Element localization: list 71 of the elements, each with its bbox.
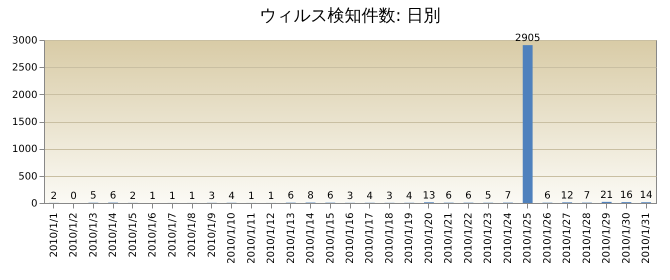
data-label: 4 <box>406 190 412 202</box>
data-label: 5 <box>485 190 492 202</box>
data-label: 6 <box>446 190 452 202</box>
data-label: 1 <box>149 190 156 202</box>
x-tick-label: 2010/1/12 <box>266 212 278 264</box>
data-label: 1 <box>188 190 196 202</box>
data-label: 4 <box>366 190 373 202</box>
data-label: 4 <box>228 190 235 202</box>
x-tick-label: 2010/1/11 <box>246 212 258 264</box>
x-tick-label: 2010/1/3 <box>88 212 100 258</box>
x-tick-label: 2010/1/31 <box>641 212 652 264</box>
data-label: 5 <box>90 190 97 202</box>
x-tick-label: 2010/1/2 <box>68 212 80 258</box>
chart-title: ウィルス検知件数: 日別 <box>259 6 441 26</box>
data-label: 6 <box>110 190 116 202</box>
x-tick-label: 2010/1/22 <box>463 212 474 264</box>
x-tick-label: 2010/1/15 <box>325 212 336 264</box>
data-label: 13 <box>422 190 436 202</box>
y-tick-label: 2000 <box>12 90 38 101</box>
data-label: 1 <box>248 190 254 202</box>
x-tick-label: 2010/1/30 <box>621 212 632 264</box>
data-label: 6 <box>327 190 334 202</box>
data-label: 7 <box>504 190 512 202</box>
data-label: 3 <box>346 190 354 202</box>
x-tick-label: 2010/1/19 <box>404 212 416 264</box>
data-label: 7 <box>584 190 590 202</box>
y-tick-label: 1500 <box>12 117 38 128</box>
x-tick-label: 2010/1/6 <box>148 212 159 258</box>
y-tick-label: 500 <box>18 171 38 182</box>
data-label: 8 <box>307 190 314 202</box>
data-label: 21 <box>600 190 614 201</box>
x-tick-label: 2010/1/21 <box>444 212 455 264</box>
x-tick-label: 2010/1/4 <box>108 212 120 258</box>
x-tick-label: 2010/1/14 <box>306 212 317 264</box>
data-label: 2905 <box>514 33 540 44</box>
y-tick-label: 0 <box>31 198 38 210</box>
data-label: 1 <box>169 190 176 202</box>
data-label: 3 <box>208 190 215 202</box>
x-tick-label: 2010/1/26 <box>542 212 554 264</box>
data-label: 3 <box>386 190 393 202</box>
x-tick-label: 2010/1/7 <box>167 212 178 258</box>
x-tick-label: 2010/1/5 <box>128 212 139 258</box>
x-tick-label: 2010/1/24 <box>502 212 514 264</box>
data-label: 6 <box>288 190 294 202</box>
data-label: 0 <box>70 191 77 202</box>
x-tick-label: 2010/1/29 <box>602 212 613 264</box>
bar <box>522 45 533 203</box>
x-tick-label: 2010/1/18 <box>384 212 396 264</box>
y-tick-label: 1000 <box>12 144 38 156</box>
data-label: 16 <box>620 190 633 202</box>
x-tick-label: 2010/1/27 <box>562 212 574 264</box>
x-tick-label: 2010/1/20 <box>424 212 435 264</box>
y-tick-label: 2500 <box>12 62 38 74</box>
x-tick-label: 2010/1/17 <box>364 212 376 264</box>
x-tick-label: 2010/1/25 <box>522 212 534 264</box>
x-tick-label: 2010/1/9 <box>206 212 218 258</box>
x-tick-label: 2010/1/10 <box>226 212 238 264</box>
x-tick-label: 2010/1/13 <box>286 212 297 264</box>
x-tick-label: 2010/1/16 <box>345 212 356 264</box>
data-label: 2 <box>50 190 58 202</box>
data-label: 1 <box>268 190 274 202</box>
data-label: 12 <box>560 190 574 202</box>
x-tick-label: 2010/1/1 <box>48 212 60 258</box>
data-label: 6 <box>465 190 472 202</box>
data-label: 6 <box>544 190 551 202</box>
data-label: 14 <box>640 190 652 202</box>
x-tick-label: 2010/1/8 <box>187 212 198 258</box>
x-tick-label: 2010/1/28 <box>582 212 593 264</box>
x-tick-label: 2010/1/23 <box>483 212 494 264</box>
data-label: 2 <box>130 190 136 202</box>
y-tick-label: 3000 <box>12 36 38 46</box>
